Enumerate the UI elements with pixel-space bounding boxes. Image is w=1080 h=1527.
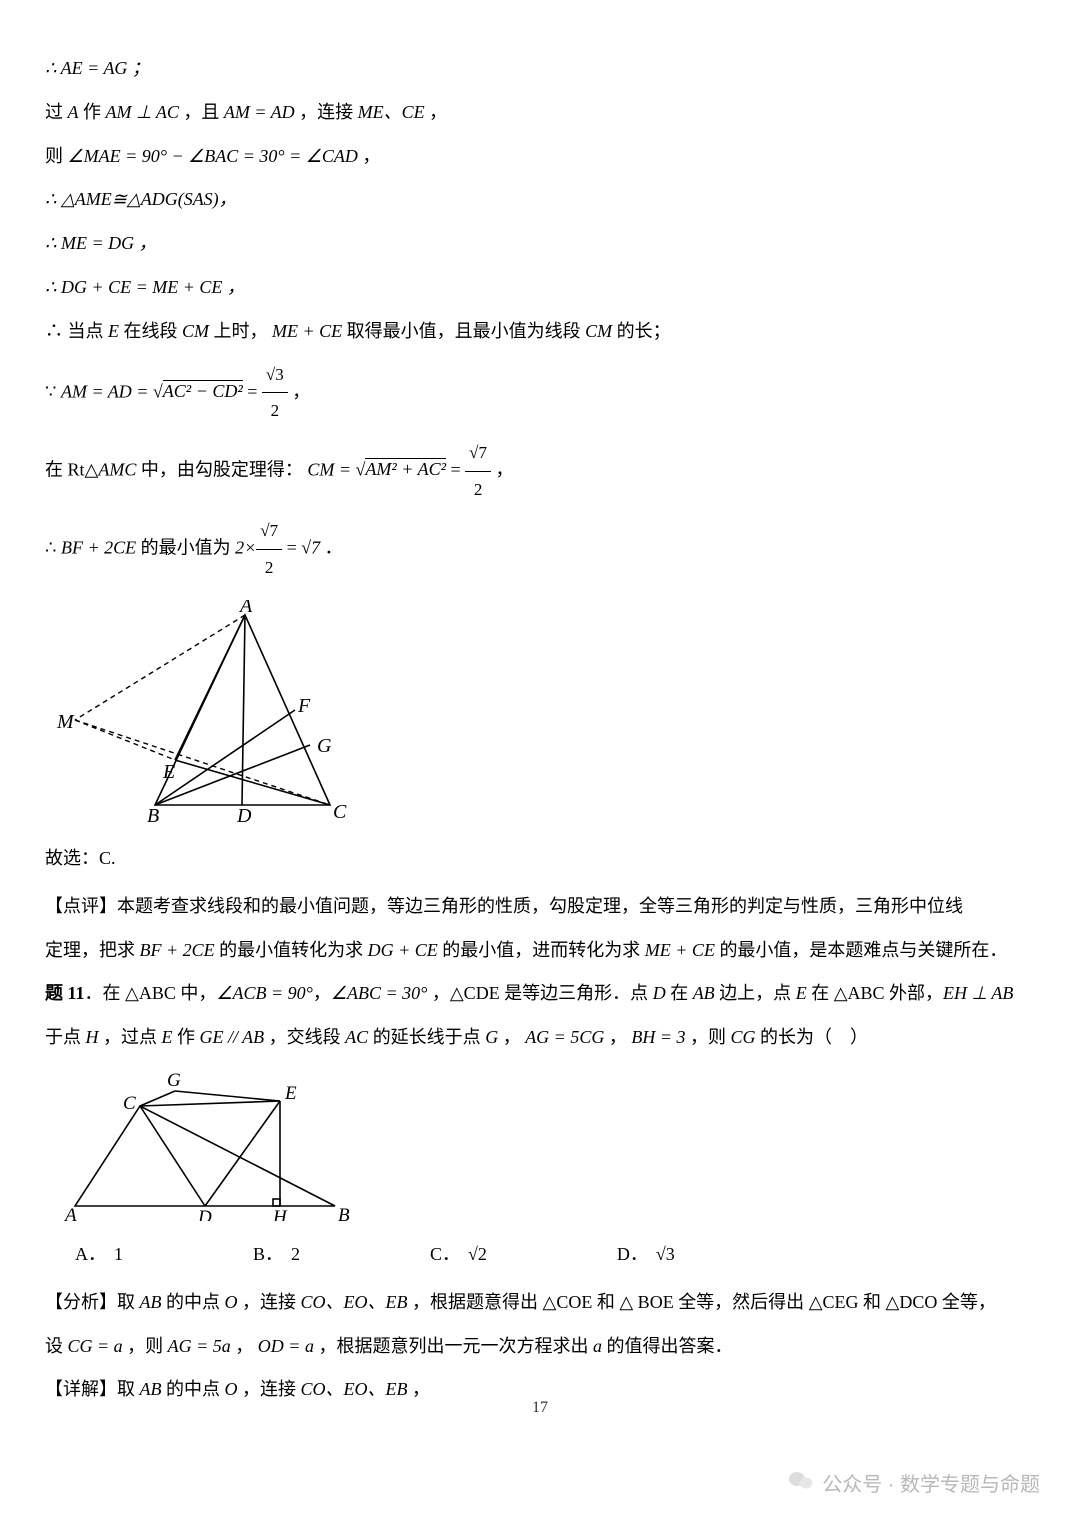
label-C2: C — [123, 1093, 136, 1114]
label-D: D — [236, 805, 252, 825]
analysis-line: 【分析】取 AB 的中点 O ，连接 CO、EO、EB ，根据题意得出 △COE… — [45, 1284, 1035, 1322]
math-text: ∴ AE = AG ； — [45, 58, 150, 78]
answer: 故选：C. — [45, 844, 1035, 870]
label-F: F — [297, 695, 311, 717]
option-d: D．√3 — [617, 1240, 675, 1266]
page-number: 17 — [0, 1399, 1080, 1417]
label-E2: E — [284, 1083, 297, 1104]
watermark: 公众号 · 数学专题与命题 — [788, 1468, 1040, 1497]
proof-step: 在 Rt△AMC 中，由勾股定理得： CM = √AM² + AC² = √72… — [45, 435, 1035, 507]
label-B2: B — [338, 1205, 350, 1221]
answer-options: A．1 B．2 C．√2 D．√3 — [75, 1240, 1035, 1266]
comment-line: 【点评】本题考查求线段和的最小值问题，等边三角形的性质，勾股定理，全等三角形的判… — [45, 888, 1035, 926]
label-C: C — [333, 801, 347, 823]
problem-statement: 题 11．在 △ABC 中，∠ACB = 90°，∠ABC = 30° ，△CD… — [45, 975, 1035, 1013]
proof-step: ∴ △AME≅△ADG(SAS)， — [45, 181, 1035, 219]
proof-step: ∴ AE = AG ； — [45, 50, 1035, 88]
label-E: E — [162, 761, 175, 783]
proof-step: 则 ∠MAE = 90° − ∠BAC = 30° = ∠CAD ， — [45, 138, 1035, 176]
watermark-text: 公众号 · 数学专题与命题 — [822, 1468, 1040, 1497]
option-c: C．√2 — [430, 1240, 487, 1266]
label-M: M — [56, 711, 75, 733]
document-page: ∴ AE = AG ； 过 A 作 AM ⊥ AC ，且 AM = AD ，连接… — [0, 0, 1080, 1527]
label-A2: A — [63, 1205, 77, 1221]
proof-step: ∴ 当点 E 在线段 CM 上时， ME + CE 取得最小值，且最小值为线段 … — [45, 313, 1035, 351]
label-B: B — [147, 805, 159, 825]
geometry-figure-2: A B C D E G H — [55, 1071, 1035, 1226]
analysis-line: 设 CG = a ，则 AG = 5a ， OD = a ，根据题意列出一元一次… — [45, 1328, 1035, 1366]
label-H2: H — [272, 1207, 288, 1221]
label-G2: G — [167, 1071, 181, 1091]
proof-step: ∴ BF + 2CE 的最小值为 2×√72 = √7 ． — [45, 513, 1035, 585]
label-A: A — [238, 600, 253, 617]
proof-step: 过 A 作 AM ⊥ AC ，且 AM = AD ，连接 ME、CE ， — [45, 94, 1035, 132]
proof-step: ∵ AM = AD = √AC² − CD² = √32 ， — [45, 357, 1035, 429]
comment-line: 定理，把求 BF + 2CE 的最小值转化为求 DG + CE 的最小值，进而转… — [45, 932, 1035, 970]
problem-title: 题 11 — [45, 983, 85, 1003]
option-a: A．1 — [75, 1240, 123, 1266]
label-D2: D — [197, 1207, 212, 1221]
label-G: G — [317, 735, 332, 757]
problem-statement: 于点 H ，过点 E 作 GE // AB ，交线段 AC 的延长线于点 G ，… — [45, 1019, 1035, 1057]
proof-step: ∴ DG + CE = ME + CE ， — [45, 269, 1035, 307]
option-b: B．2 — [253, 1240, 300, 1266]
proof-step: ∴ ME = DG ， — [45, 225, 1035, 263]
geometry-figure-1: A M E B D C F G — [55, 600, 1035, 830]
wechat-icon — [788, 1469, 814, 1497]
